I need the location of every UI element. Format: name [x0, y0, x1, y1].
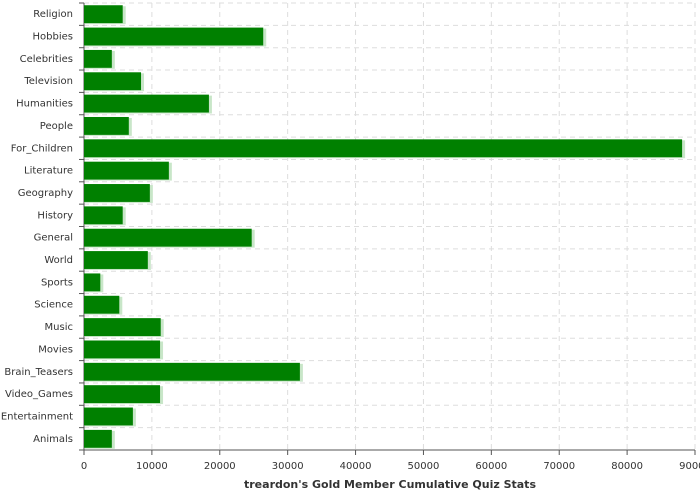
y-tick-label: Celebrities	[20, 54, 73, 65]
x-tick-label: 30000	[272, 461, 304, 472]
x-tick-label: 50000	[408, 461, 440, 472]
bar	[84, 184, 150, 202]
bar	[84, 273, 101, 292]
x-tick-label: 10000	[136, 461, 168, 472]
bar	[84, 161, 169, 180]
y-tick-label: Hobbies	[33, 32, 73, 43]
y-tick-label: Geography	[18, 188, 73, 199]
x-tick-label: 60000	[475, 461, 507, 472]
bar	[84, 139, 683, 158]
bar	[84, 340, 161, 359]
y-tick-label: Religion	[33, 9, 73, 20]
y-tick-label: Sports	[41, 277, 73, 288]
bar	[84, 318, 161, 337]
y-tick-label: Brain_Teasers	[4, 367, 73, 378]
bar	[84, 94, 209, 113]
y-tick-label: Humanities	[16, 99, 73, 110]
x-tick-label: 40000	[340, 461, 372, 472]
y-tick-label: Entertainment	[1, 411, 73, 422]
y-tick-label: Television	[23, 76, 73, 87]
bar	[84, 228, 252, 247]
y-tick-label: Science	[34, 300, 73, 311]
y-tick-label: General	[34, 233, 73, 244]
bar	[84, 251, 148, 269]
bar	[84, 429, 112, 448]
y-tick-label: Music	[45, 322, 73, 333]
y-tick-label: History	[37, 210, 73, 221]
bar	[84, 5, 123, 24]
bar	[84, 407, 133, 426]
bar	[84, 49, 112, 68]
bar	[84, 295, 120, 314]
y-tick-label: Video_Games	[5, 389, 73, 400]
bar	[84, 385, 161, 404]
bar	[84, 27, 264, 46]
y-tick-label: Movies	[38, 344, 73, 355]
bar	[84, 116, 129, 135]
x-tick-label: 20000	[204, 461, 236, 472]
y-tick-label: World	[44, 255, 73, 266]
bar	[84, 72, 142, 91]
bar	[84, 206, 123, 225]
y-tick-label: Literature	[24, 166, 73, 177]
x-tick-label: 90000	[679, 461, 700, 472]
x-tick-label: 70000	[543, 461, 575, 472]
bar	[84, 362, 300, 381]
y-tick-label: For_Children	[11, 143, 73, 154]
y-tick-label: People	[40, 121, 73, 132]
chart-title: treardon's Gold Member Cumulative Quiz S…	[244, 478, 536, 491]
x-tick-label: 80000	[611, 461, 643, 472]
y-tick-label: Animals	[33, 434, 73, 445]
x-tick-label: 0	[81, 461, 87, 472]
